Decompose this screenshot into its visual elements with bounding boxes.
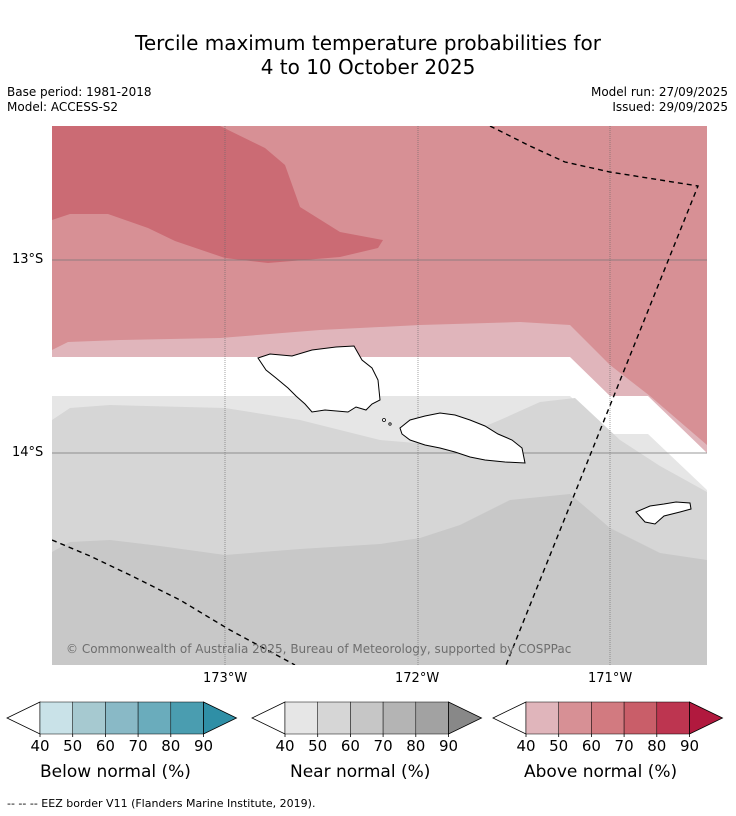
colorbar-below-high-arrow [203,701,238,735]
colorbar-above-swatch [525,701,559,735]
colorbar-label-near: Near normal (%) [290,762,431,782]
colorbar-below-tick-label: 80 [161,737,180,755]
apolima-islet [388,422,392,426]
colorbar-above-tick-label: 60 [582,737,601,755]
colorbar-near-tick-label: 90 [439,737,458,755]
eez-border-north [489,126,699,665]
colorbar-above-swatch [558,701,592,735]
colorbar-near-tick-label: 70 [374,737,393,755]
lat-label-13s: 13°S [12,252,44,267]
colorbar-below-swatch [72,701,106,735]
colorbar-above-tick-label: 80 [647,737,666,755]
title-line-1: Tercile maximum temperature probabilitie… [135,31,601,55]
colorbar-near-swatch [350,701,384,735]
colorbar-near-tick-label: 80 [406,737,425,755]
colorbar-above-tick-label: 90 [680,737,699,755]
colorbar-above-swatch [623,701,658,735]
colorbar-below-tick-label: 40 [30,737,49,755]
colorbar-above-tick-label: 50 [549,737,568,755]
colorbar-below-low-arrow [6,701,41,735]
manono-islet [382,418,386,422]
colorbar-below-tick-label: 60 [96,737,115,755]
colorbar-near-swatch [382,701,417,735]
colorbar-near-low-arrow [251,701,286,735]
colorbar-near-tick-label: 40 [275,737,294,755]
title-line-2: 4 to 10 October 2025 [260,55,476,79]
colorbar-near-swatch [284,701,318,735]
colorbar-below-swatch [137,701,172,735]
colorbar-below-tick-label: 70 [129,737,148,755]
above-normal-60-region [52,126,383,263]
base-period: Base period: 1981-2018 [7,85,152,99]
colorbar-above-tick-label: 70 [615,737,634,755]
savaii-island [257,345,381,413]
upolu-island [399,412,526,464]
issued-date: Issued: 29/09/2025 [612,100,728,114]
colorbar-near-tick-label: 50 [308,737,327,755]
colorbar-below-tick-label: 90 [194,737,213,755]
copyright-notice: © Commonwealth of Australia 2025, Bureau… [66,642,571,656]
eez-legend-note: -- -- -- EEZ border V11 (Flanders Marine… [7,797,316,810]
colorbar-below-swatch [105,701,139,735]
colorbar-label-above: Above normal (%) [524,762,678,782]
colorbar-above-tick-label: 40 [516,737,535,755]
meta-right: Model run: 27/09/2025 Issued: 29/09/2025 [591,85,728,115]
lon-label-172w: 172°W [395,671,440,686]
tutuila-island [635,501,692,525]
meta-left: Base period: 1981-2018 Model: ACCESS-S2 [7,85,152,115]
colorbar-label-below: Below normal (%) [40,762,191,782]
model-run: Model run: 27/09/2025 [590,85,728,99]
colorbar-above-swatch [591,701,625,735]
colorbar-below-tick-label: 50 [63,737,82,755]
colorbar-near-high-arrow [448,701,483,735]
colorbar-above-swatch [656,701,690,735]
colorbar-above-low-arrow [492,701,527,735]
colorbar-above-high-arrow [689,701,724,735]
colorbar-near-swatch [415,701,449,735]
colorbar-below-swatch [39,701,73,735]
colorbar-near-tick-label: 60 [341,737,360,755]
map-title: Tercile maximum temperature probabilitie… [0,31,736,79]
lon-label-173w: 173°W [203,671,248,686]
lat-label-14s: 14°S [12,445,44,460]
lon-label-171w: 171°W [588,671,633,686]
colorbar-near-swatch [317,701,351,735]
model-name: Model: ACCESS-S2 [7,100,119,114]
colorbar-below-swatch [170,701,204,735]
